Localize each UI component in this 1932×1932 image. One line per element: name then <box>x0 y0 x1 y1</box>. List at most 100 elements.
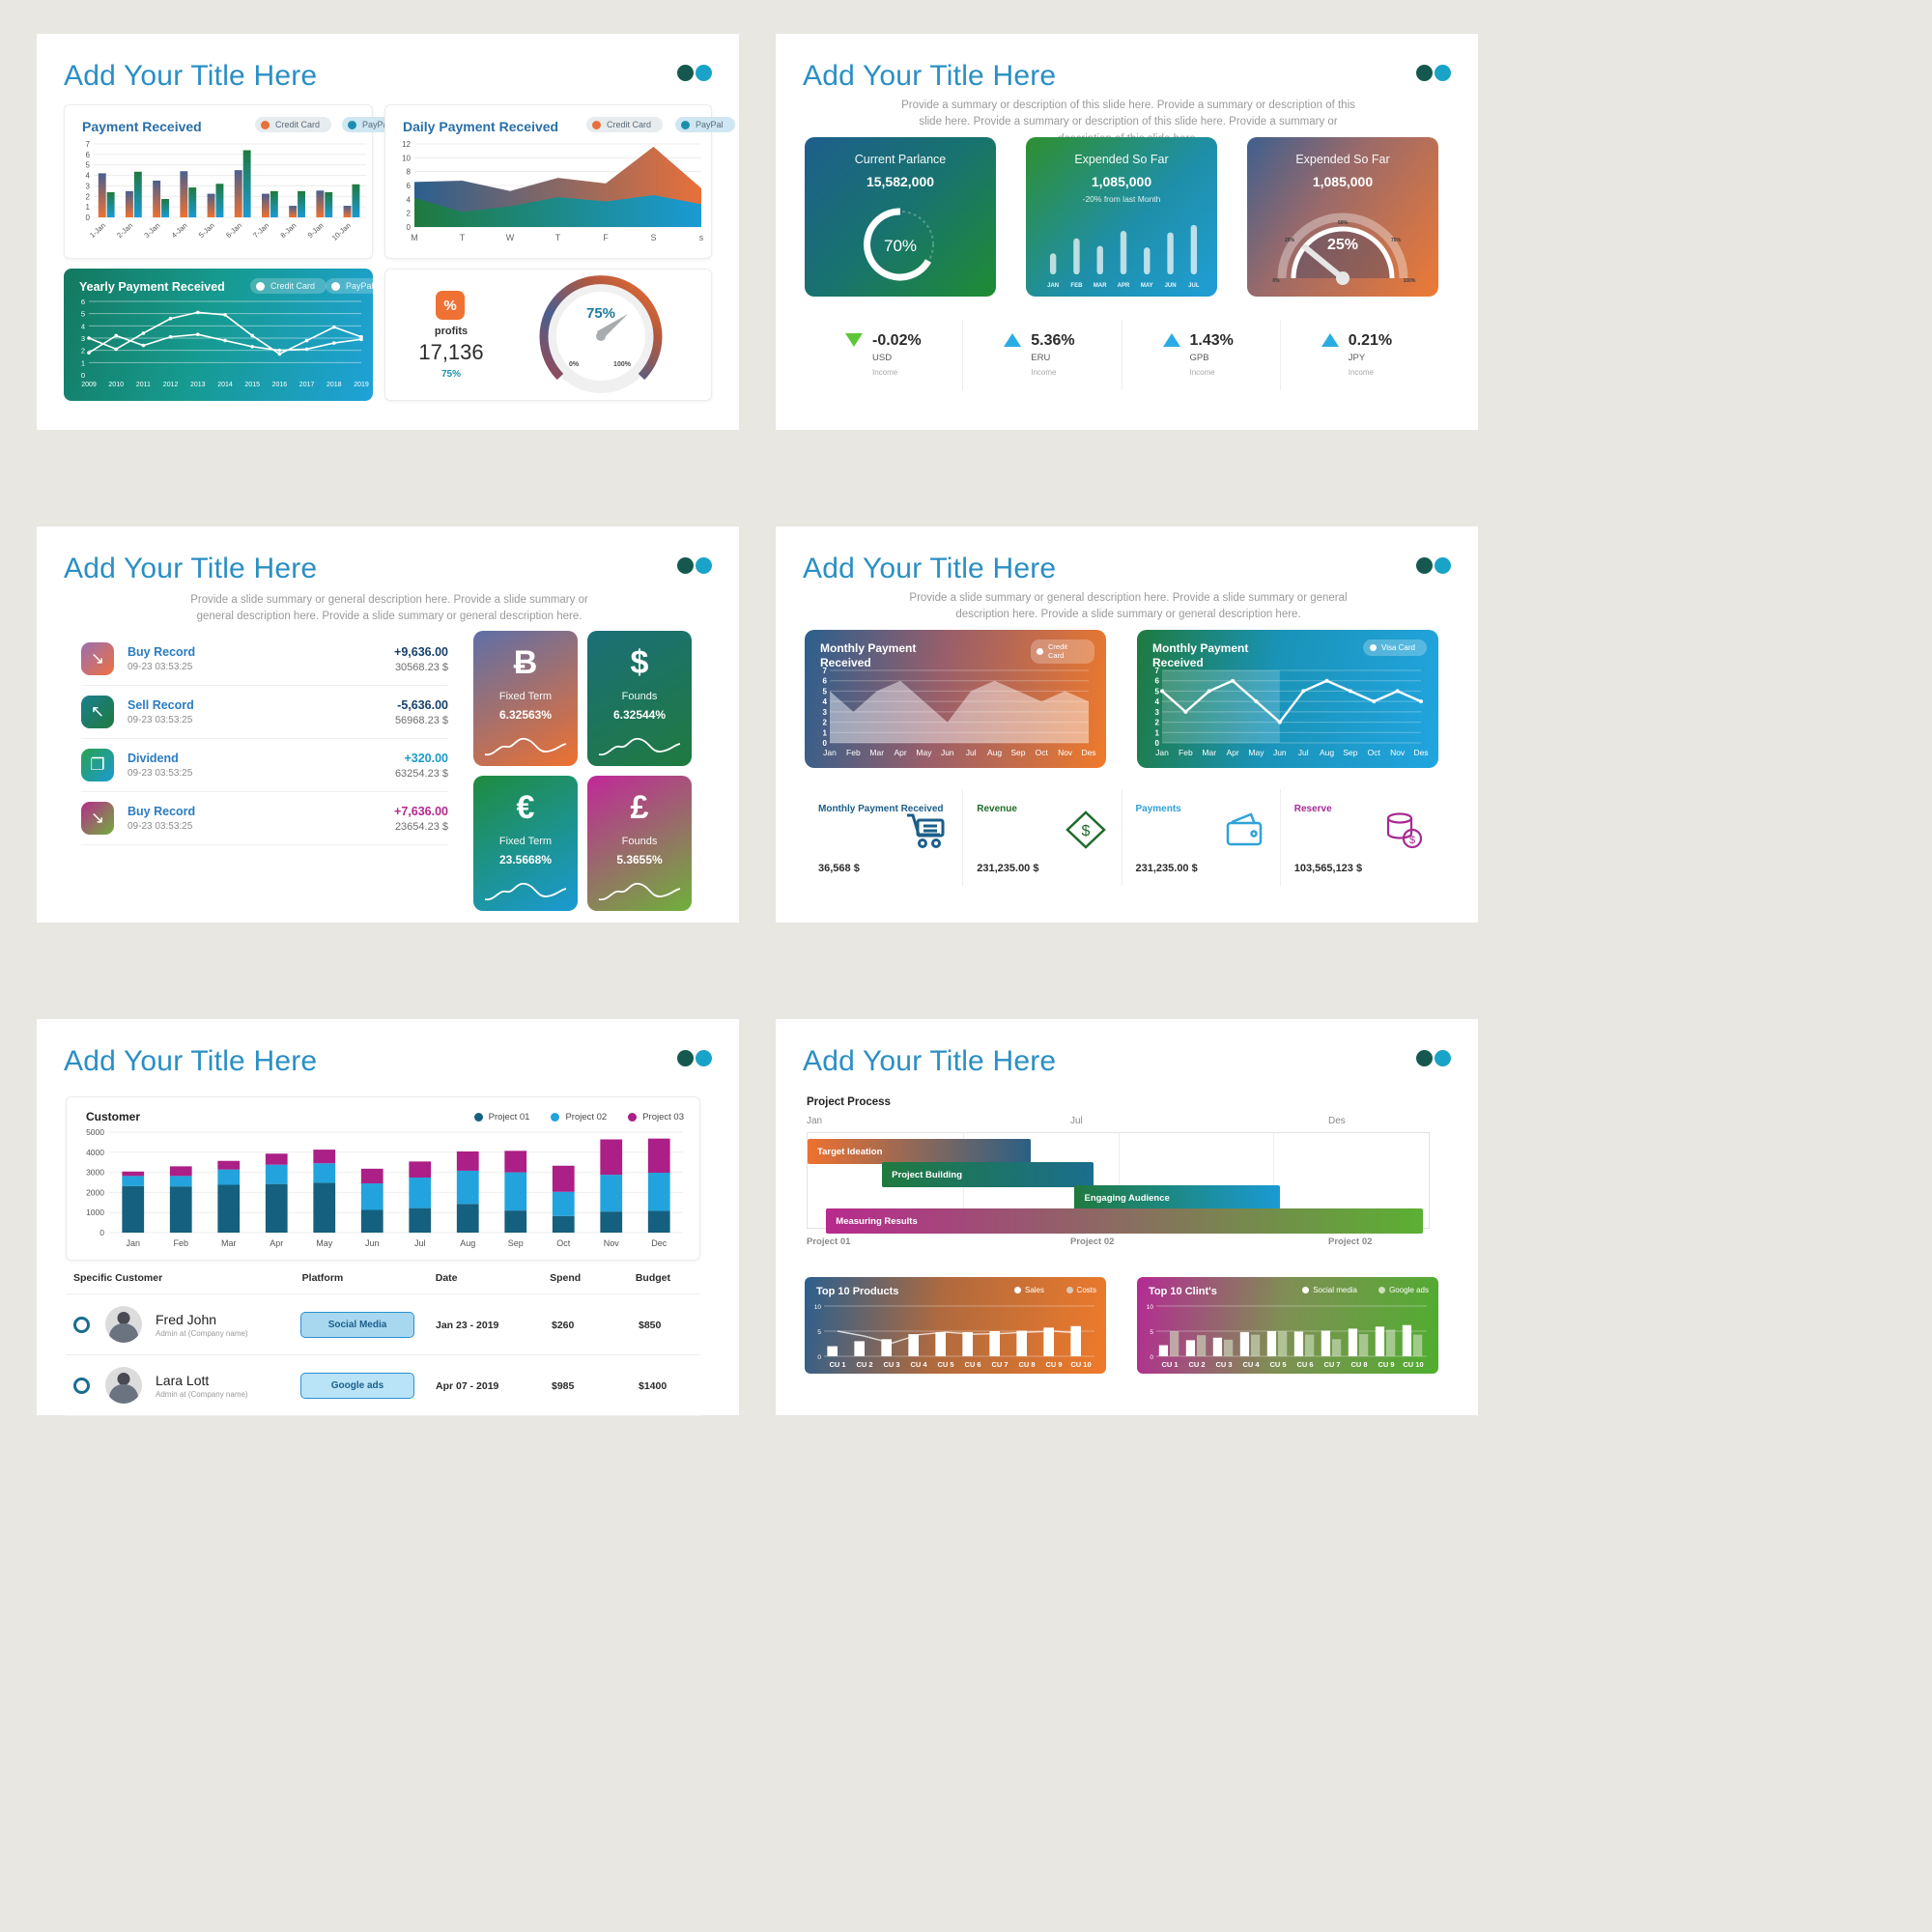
transaction-row[interactable]: ↖ Sell Record 09-23 03:53:25 -5,636.00 56968… <box>81 686 448 739</box>
svg-text:7-Jan: 7-Jan <box>251 221 270 240</box>
th-spend: Spend <box>550 1272 582 1284</box>
svg-text:5: 5 <box>1150 1329 1153 1336</box>
profits-label: profits <box>434 326 469 337</box>
svg-text:Sep: Sep <box>1343 748 1357 757</box>
gantt-bar[interactable]: Project Building <box>882 1162 1094 1187</box>
shopping-cart-icon <box>904 810 949 849</box>
currency-card[interactable]: € Fixed Term 23.5668% <box>473 776 578 911</box>
trend-up-icon <box>1321 333 1339 347</box>
svg-text:M: M <box>411 233 418 242</box>
monthly-visa-chart: 0 12 3 456 7 Jan Feb Mar Apr May Jun Jul Aug Sep Oct No… <box>1155 667 1429 757</box>
legend-credit-card[interactable]: Credit Card <box>1031 639 1094 664</box>
svg-text:2016: 2016 <box>272 382 288 388</box>
transaction-row[interactable]: ↘ Buy Record 09-23 03:53:25 +9,636.00 30568.… <box>81 633 448 686</box>
legend-paypal[interactable]: PayPal <box>675 117 735 132</box>
svg-text:Aug: Aug <box>1320 748 1334 757</box>
logo-dot-light-icon <box>1435 1050 1451 1066</box>
svg-text:JUL: JUL <box>1188 283 1200 289</box>
svg-text:0: 0 <box>1155 739 1160 748</box>
slide-1: Add Your Title Here Payment Received Cre… <box>37 34 739 430</box>
legend-label: Social media <box>1313 1286 1357 1294</box>
kpi-title: Expended So Far <box>1295 153 1390 166</box>
currency-card[interactable]: £ Founds 5.3655% <box>587 776 692 911</box>
page-title: Add Your Title Here <box>803 1045 1057 1077</box>
row-radio[interactable] <box>73 1316 90 1333</box>
logo-dot-dark-icon <box>677 65 694 81</box>
svg-text:25%: 25% <box>1327 237 1358 253</box>
row-radio[interactable] <box>73 1377 90 1394</box>
platform-button[interactable]: Google ads <box>300 1372 414 1399</box>
platform-button[interactable]: Social Media <box>300 1311 414 1338</box>
transaction-row[interactable]: ↘ Buy Record 09-23 03:53:25 +7,636.00 23654.… <box>81 792 448 845</box>
currency-card[interactable]: Ƀ Fixed Term 6.32563% <box>473 631 578 766</box>
svg-text:3-Jan: 3-Jan <box>142 221 161 240</box>
svg-text:CU 2: CU 2 <box>1188 1360 1205 1369</box>
svg-text:0: 0 <box>86 213 91 222</box>
arrow-down-right-icon: ↘ <box>81 802 114 835</box>
kpi-value: 1,085,000 <box>1312 174 1374 189</box>
svg-text:100%: 100% <box>1404 278 1416 284</box>
gantt-bottom-project-02b: Project 02 <box>1328 1236 1373 1247</box>
svg-text:JAN: JAN <box>1047 283 1059 289</box>
gantt-axis-jan: Jan <box>807 1116 823 1126</box>
svg-text:6: 6 <box>1155 677 1160 686</box>
svg-text:Feb: Feb <box>846 748 861 757</box>
svg-text:$: $ <box>1081 823 1090 839</box>
legend-credit-card[interactable]: Credit Card <box>250 278 327 294</box>
table-row[interactable]: Fred John Admin at (Company name) Social M… <box>66 1294 700 1355</box>
svg-text:T: T <box>555 233 561 242</box>
rate-note: Income <box>872 367 898 377</box>
svg-text:CU 5: CU 5 <box>937 1360 953 1369</box>
svg-text:MAY: MAY <box>1141 283 1153 289</box>
svg-text:2015: 2015 <box>244 382 260 388</box>
legend-social-media[interactable]: Social media <box>1302 1286 1357 1294</box>
sparkline <box>484 882 567 901</box>
cell-budget: $850 <box>639 1320 662 1331</box>
legend-item[interactable]: Project 03 <box>628 1112 684 1122</box>
trend-up-icon <box>1004 333 1022 347</box>
svg-text:CU 8: CU 8 <box>1350 1360 1367 1369</box>
rate-currency: USD <box>872 352 893 363</box>
customer-stacked-chart: 0 1000 2000 3000 4000 5000 Jan Feb Mar Apr May Jun J… <box>86 1127 683 1248</box>
svg-text:S: S <box>650 233 656 242</box>
svg-text:6: 6 <box>823 677 828 686</box>
svg-text:3: 3 <box>86 182 91 190</box>
transaction-balance: 63254.23 $ <box>394 767 448 780</box>
svg-text:Jun: Jun <box>365 1238 380 1248</box>
svg-text:70%: 70% <box>884 237 917 255</box>
svg-text:2: 2 <box>86 192 91 201</box>
legend-dot-icon <box>1037 647 1043 655</box>
expended-bars-chart: JAN FEB MAR APR MAY JUN JUL <box>1047 224 1200 289</box>
svg-text:3: 3 <box>823 708 828 717</box>
table-row[interactable]: Lara Lott Admin at (Company name) Google a… <box>66 1355 700 1416</box>
svg-text:Jan: Jan <box>1155 748 1169 757</box>
gantt-bar[interactable]: Engaging Audience <box>1074 1185 1280 1210</box>
svg-text:0: 0 <box>823 739 828 748</box>
currency-card[interactable]: $ Founds 6.32544% <box>587 631 692 766</box>
legend-item[interactable]: Project 02 <box>551 1112 607 1122</box>
legend-credit-card[interactable]: Credit Card <box>255 117 332 132</box>
legend-visa-card[interactable]: Visa Card <box>1363 639 1427 656</box>
legend-credit-card[interactable]: Credit Card <box>586 117 664 132</box>
legend-item[interactable]: Project 01 <box>473 1112 529 1122</box>
svg-text:5: 5 <box>823 687 828 696</box>
legend-google-ads[interactable]: Google ads <box>1378 1286 1429 1294</box>
gantt-bar[interactable]: Target Ideation <box>808 1139 1032 1164</box>
gantt-bar[interactable]: Measuring Results <box>826 1208 1423 1234</box>
legend-paypal[interactable]: PayPal <box>326 278 373 294</box>
svg-text:0: 0 <box>81 371 85 380</box>
customer-chart-legend: Project 01 Project 02 Project 03 <box>453 1109 684 1126</box>
customer-chart-title: Customer <box>86 1110 141 1123</box>
currency-symbol-icon: € <box>516 789 535 826</box>
legend-costs[interactable]: Costs <box>1065 1286 1096 1294</box>
cell-budget: $1400 <box>639 1380 668 1392</box>
svg-text:4-Jan: 4-Jan <box>170 221 189 240</box>
legend-sales[interactable]: Sales <box>1013 1286 1044 1294</box>
currency-label: Founds <box>621 691 658 702</box>
svg-text:2: 2 <box>1155 719 1160 727</box>
svg-text:W: W <box>506 233 515 242</box>
transaction-row[interactable]: ❐ Dividend 09-23 03:53:25 +320.00 63254.23 $ <box>81 739 448 792</box>
svg-text:75%: 75% <box>1391 238 1402 243</box>
svg-text:1: 1 <box>86 203 91 212</box>
transaction-name: Dividend <box>128 752 179 765</box>
